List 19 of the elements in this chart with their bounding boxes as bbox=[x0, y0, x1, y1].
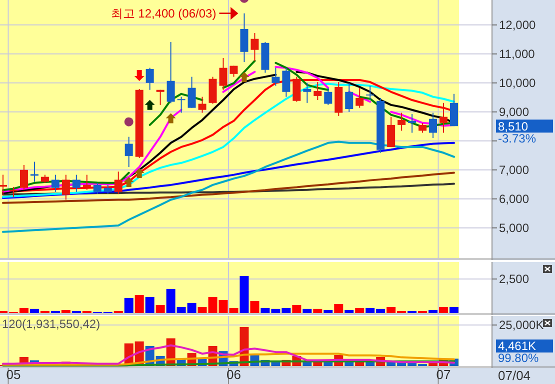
y-tick-label: 10,000 bbox=[499, 76, 536, 90]
text: -3.73% bbox=[498, 131, 536, 146]
text: 8,510 bbox=[498, 119, 528, 134]
y-tick-label: 12,000 bbox=[499, 18, 536, 32]
y-tick-label: 11,000 bbox=[499, 47, 536, 62]
x-tick-label: 05 bbox=[6, 367, 21, 382]
y-tick-label: 7,000 bbox=[499, 163, 530, 178]
text: 4,461K bbox=[498, 339, 536, 354]
x-tick-label: 07 bbox=[436, 367, 451, 382]
y-tick-label: 6,000 bbox=[499, 192, 530, 206]
annotation: 최고 12,400 (06/03) bbox=[110, 6, 216, 21]
text: 07/04 bbox=[498, 368, 531, 383]
y-tick-label: 25,000K bbox=[499, 318, 544, 332]
annotation: 120(1,931,550,42) bbox=[2, 317, 100, 331]
y-tick-label: 2,500 bbox=[499, 272, 530, 286]
text: 99.80% bbox=[498, 351, 540, 366]
y-tick-label: 9,000 bbox=[499, 105, 530, 120]
y-tick-label: 5,000 bbox=[499, 221, 530, 236]
x-tick-label: 06 bbox=[226, 367, 241, 382]
